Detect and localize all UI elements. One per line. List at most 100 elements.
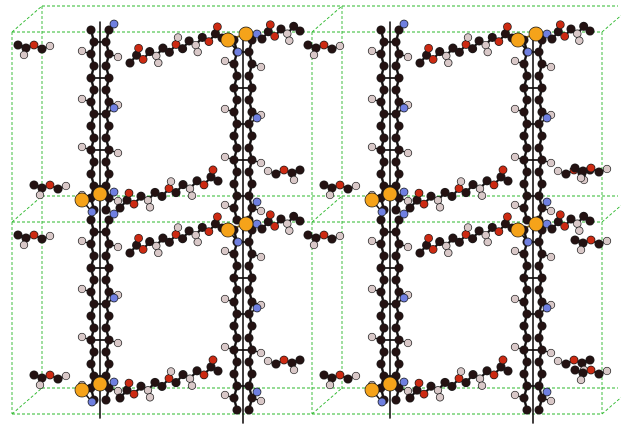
carbon-atom (522, 381, 532, 391)
carbon-atom (379, 347, 389, 357)
oxygen-atom (494, 37, 504, 46)
carbon-atom (229, 273, 239, 283)
hydrogen-atom (283, 29, 292, 38)
carbon-atom (394, 73, 404, 83)
carbon-atom (522, 95, 532, 105)
carbon-atom (184, 36, 194, 46)
hydrogen-atom (187, 381, 197, 390)
atom-layer (13, 19, 612, 415)
nitrogen-atom (399, 209, 409, 219)
carbon-atom (89, 109, 99, 119)
carbon-atom (303, 230, 313, 240)
carbon-atom (287, 168, 297, 178)
carbon-atom (578, 166, 588, 176)
carbon-atom (247, 59, 257, 69)
carbon-atom (435, 47, 445, 57)
carbon-atom (247, 131, 257, 141)
carbon-atom (534, 143, 544, 153)
carbon-atom (232, 119, 242, 129)
hydrogen-atom (546, 158, 556, 168)
carbon-atom (101, 205, 111, 215)
carbon-atom (229, 179, 239, 189)
carbon-atom (577, 358, 587, 368)
hydrogen-atom (546, 252, 556, 262)
cell-edge (11, 387, 43, 415)
carbon-atom (247, 345, 257, 355)
carbon-atom (570, 235, 580, 245)
carbon-atom (379, 109, 389, 119)
carbon-atom (271, 169, 281, 179)
carbon-atom (101, 227, 111, 237)
hydrogen-atom (152, 51, 161, 61)
carbon-atom (89, 133, 99, 143)
oxygen-atom (428, 245, 438, 254)
carbon-atom (101, 61, 111, 71)
carbon-atom (534, 381, 544, 391)
hydrogen-atom (220, 342, 230, 352)
carbon-atom (570, 365, 580, 375)
hydrogen-atom (367, 332, 377, 342)
hydrogen-atom (154, 248, 163, 258)
carbon-atom (522, 167, 532, 177)
nitrogen-atom (399, 103, 409, 113)
carbon-atom (379, 85, 389, 95)
carbon-atom (247, 297, 257, 307)
hydrogen-atom (113, 338, 123, 348)
carbon-atom (171, 188, 181, 198)
metal-atom (364, 192, 380, 208)
carbon-atom (289, 21, 299, 31)
carbon-atom (343, 374, 353, 384)
oxygen-atom (29, 40, 39, 50)
carbon-atom (244, 381, 254, 391)
oxygen-atom (319, 230, 329, 240)
carbon-atom (244, 309, 254, 319)
carbon-atom (391, 109, 401, 119)
carbon-atom (578, 368, 588, 378)
oxygen-atom (204, 227, 214, 236)
carbon-atom (115, 203, 125, 213)
metal-atom (382, 376, 398, 392)
carbon-atom (229, 369, 239, 379)
carbon-atom (158, 233, 168, 243)
carbon-atom (561, 359, 571, 369)
carbon-atom (537, 345, 547, 355)
carbon-atom (89, 275, 99, 285)
hydrogen-atom (45, 231, 55, 241)
carbon-atom (37, 183, 47, 193)
hydrogen-atom (403, 52, 413, 62)
carbon-atom (594, 239, 604, 249)
carbon-atom (327, 183, 337, 193)
oxygen-atom (138, 55, 148, 64)
carbon-atom (104, 169, 114, 179)
carbon-atom (158, 43, 168, 53)
hydrogen-atom (553, 356, 563, 366)
carbon-atom (86, 169, 96, 179)
carbon-atom (547, 34, 557, 44)
metal-atom (92, 376, 108, 392)
cell-edge (601, 14, 621, 33)
carbon-atom (379, 157, 389, 167)
oxygen-atom (265, 210, 275, 220)
carbon-atom (178, 180, 188, 190)
carbon-atom (229, 107, 239, 117)
carbon-atom (213, 366, 223, 376)
carbon-atom (86, 263, 96, 273)
carbon-atom (561, 169, 571, 179)
oxygen-atom (555, 210, 565, 220)
carbon-atom (157, 381, 167, 391)
oxygen-atom (494, 227, 504, 236)
carbon-atom (482, 366, 492, 376)
hydrogen-atom (481, 40, 490, 50)
carbon-atom (295, 26, 305, 36)
carbon-atom (394, 335, 404, 345)
oxygen-atom (503, 22, 512, 32)
carbon-atom (537, 107, 547, 117)
carbon-atom (157, 191, 167, 201)
oxygen-atom (419, 199, 429, 209)
hydrogen-atom (19, 240, 29, 250)
carbon-atom (244, 237, 254, 247)
carbon-atom (244, 405, 254, 415)
carbon-atom (454, 47, 464, 57)
hydrogen-atom (77, 46, 87, 56)
carbon-atom (376, 263, 386, 273)
